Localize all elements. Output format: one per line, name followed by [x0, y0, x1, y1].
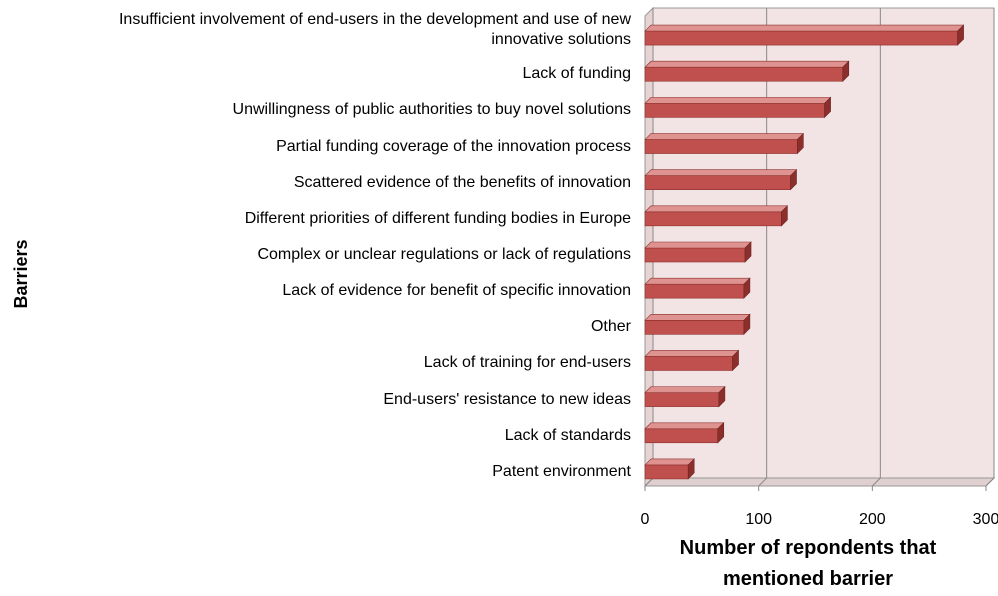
bar — [644, 241, 752, 263]
bar-top — [644, 60, 850, 68]
bar-side — [732, 349, 739, 372]
bar-side — [718, 385, 726, 408]
y-tick-label: Lack of standards — [504, 426, 631, 444]
grid-line — [871, 8, 881, 487]
bar-front — [644, 464, 689, 480]
grid-line — [985, 8, 995, 487]
bar-top — [644, 458, 695, 466]
bar-top — [644, 350, 740, 357]
bar-front — [644, 247, 746, 263]
bar-front — [644, 428, 719, 444]
bar-side — [717, 422, 725, 444]
bar-front — [644, 175, 791, 190]
bar-top — [644, 169, 798, 176]
x-tick-label: 0 — [641, 511, 650, 528]
y-tick-label: Complex or unclear regulations or lack o… — [257, 246, 631, 263]
bar — [644, 60, 850, 82]
y-tick-label: End-users' resistance to new ideas — [383, 390, 631, 408]
bar-top — [644, 386, 726, 393]
bar-front — [644, 320, 745, 335]
bar-side — [842, 60, 850, 82]
y-tick-label: Insufficient involvement of end-users in… — [118, 11, 631, 49]
bar — [644, 422, 725, 444]
x-tick-label: 100 — [745, 511, 772, 528]
bar-top — [644, 277, 751, 285]
bar — [644, 132, 805, 155]
bar-top — [644, 314, 751, 321]
bar — [644, 96, 832, 119]
y-tick-label: Partial funding coverage of the innovati… — [276, 137, 631, 155]
x-tick-label: 300 — [973, 511, 998, 528]
y-tick-label: Lack of evidence for benefit of specific… — [282, 282, 631, 300]
y-tick-label: Lack of training for end-users — [423, 354, 631, 372]
bar-front — [644, 283, 745, 299]
bar-front — [644, 356, 733, 371]
bar-top — [644, 205, 789, 213]
y-tick-label: Scattered evidence of the benefits of in… — [293, 173, 631, 191]
bar-side — [790, 168, 797, 191]
bar-top — [644, 241, 752, 249]
bar — [644, 313, 751, 336]
x-axis-title: Number of repondents that mentioned barr… — [679, 537, 937, 590]
bar — [644, 385, 726, 408]
bar-side — [797, 132, 804, 155]
bar — [644, 24, 965, 46]
bar — [644, 349, 740, 372]
bar-side — [957, 24, 964, 46]
bar-side — [781, 205, 788, 227]
y-axis-title: Barriers — [11, 239, 31, 308]
y-tick-label: Lack of funding — [522, 65, 631, 83]
y-tick-label: Other — [590, 318, 631, 336]
y-tick-label: Unwillingness of public authorities to b… — [232, 101, 631, 119]
bar-front — [644, 66, 844, 82]
bar-side — [743, 277, 751, 299]
x-tick-label: 200 — [859, 511, 886, 528]
bar-side — [824, 96, 831, 119]
bar-top — [644, 422, 725, 430]
bar-front — [644, 211, 782, 227]
bar — [644, 458, 695, 480]
bar — [644, 168, 798, 191]
bar-front — [644, 103, 825, 118]
y-tick-label: Different priorities of different fundin… — [244, 209, 631, 227]
floor — [643, 477, 996, 487]
bar-side — [687, 458, 695, 480]
bar-top — [644, 24, 965, 32]
bar-front — [644, 139, 798, 154]
bar-side — [744, 241, 752, 263]
bar-top — [644, 133, 805, 140]
bar-top — [644, 97, 832, 104]
bar — [644, 205, 789, 227]
bar-front — [644, 30, 958, 46]
bar-side — [743, 313, 751, 336]
bar — [644, 277, 751, 299]
y-tick-label: Patent environment — [492, 462, 631, 480]
grid-line — [758, 8, 768, 487]
bar-front — [644, 392, 720, 407]
